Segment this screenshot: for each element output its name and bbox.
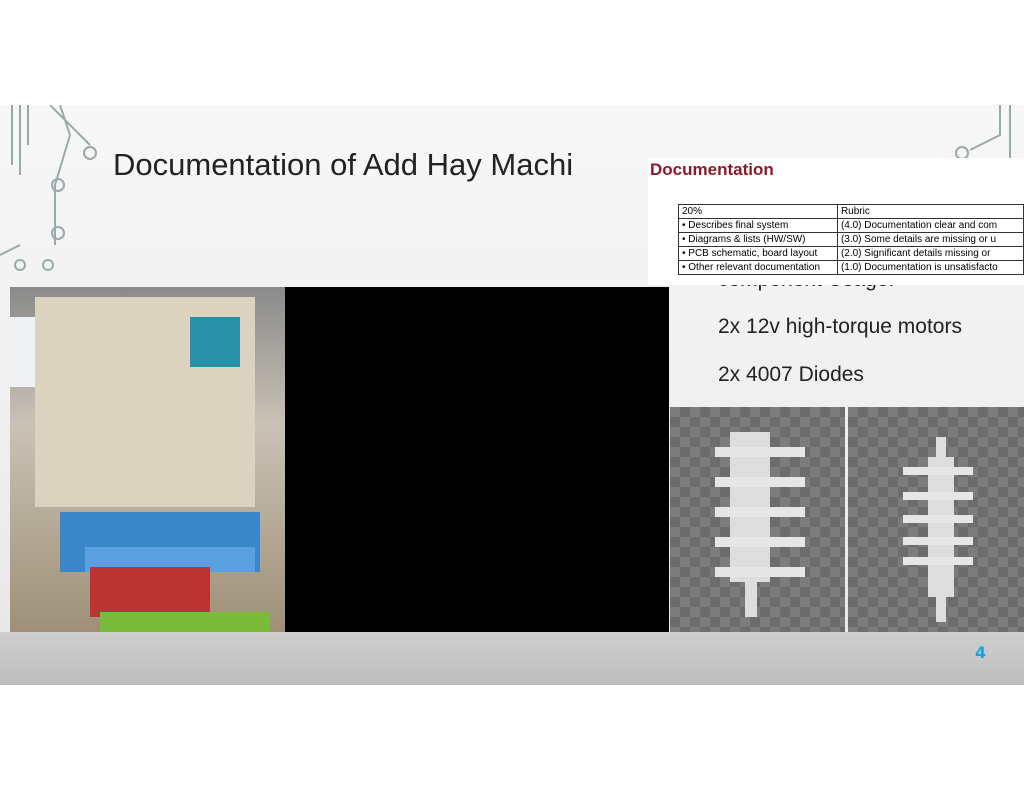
rubric-row: • Diagrams & lists (HW/SW) (3.0) Some det… — [678, 232, 1024, 247]
rubric-cell: (1.0) Documentation is unsatisfacto — [836, 260, 1024, 275]
shaft-sketch — [903, 437, 973, 622]
rubric-cell: • PCB schematic, board layout — [678, 246, 838, 261]
bullet: 2x 12v high-torque motors — [718, 315, 962, 338]
rubric-table: 20% Rubric • Describes final system (4.0)… — [678, 204, 1024, 275]
video-frame — [285, 287, 669, 632]
rubric-row: • PCB schematic, board layout (2.0) Signi… — [678, 246, 1024, 261]
rubric-row: • Other relevant documentation (1.0) Docu… — [678, 260, 1024, 275]
rubric-cell: • Diagrams & lists (HW/SW) — [678, 232, 838, 247]
auger-sketch — [715, 432, 805, 617]
machine-photo — [10, 287, 285, 632]
shaft-render — [848, 407, 1024, 632]
auger-render — [670, 407, 845, 632]
slide-title: Documentation of Add Hay Machi — [113, 147, 574, 182]
rubric-cell: (4.0) Documentation clear and com — [836, 218, 1024, 233]
rubric-heading: Documentation — [650, 160, 774, 179]
header-cell: 20% — [678, 204, 838, 219]
bullet: 2x 4007 Diodes — [718, 363, 864, 386]
photo-sketch — [10, 297, 270, 632]
rubric-cell: (3.0) Some details are missing or u — [836, 232, 1024, 247]
rubric-body: 20% Rubric • Describes final system (4.0)… — [678, 204, 1024, 275]
rubric-row: • Describes final system (4.0) Documentat… — [678, 218, 1024, 233]
rubric-cell: • Other relevant documentation — [678, 260, 838, 275]
page-number: 4 — [975, 643, 987, 662]
rubric-cell: (2.0) Significant details missing or — [836, 246, 1024, 261]
rubric-overlay: Documentation 20% Rubric • Describes fin… — [648, 158, 1024, 285]
rubric-header: 20% Rubric — [678, 204, 1024, 219]
header-cell: Rubric — [836, 204, 1024, 219]
footer-bar — [0, 632, 1024, 685]
rubric-cell: • Describes final system — [678, 218, 838, 233]
